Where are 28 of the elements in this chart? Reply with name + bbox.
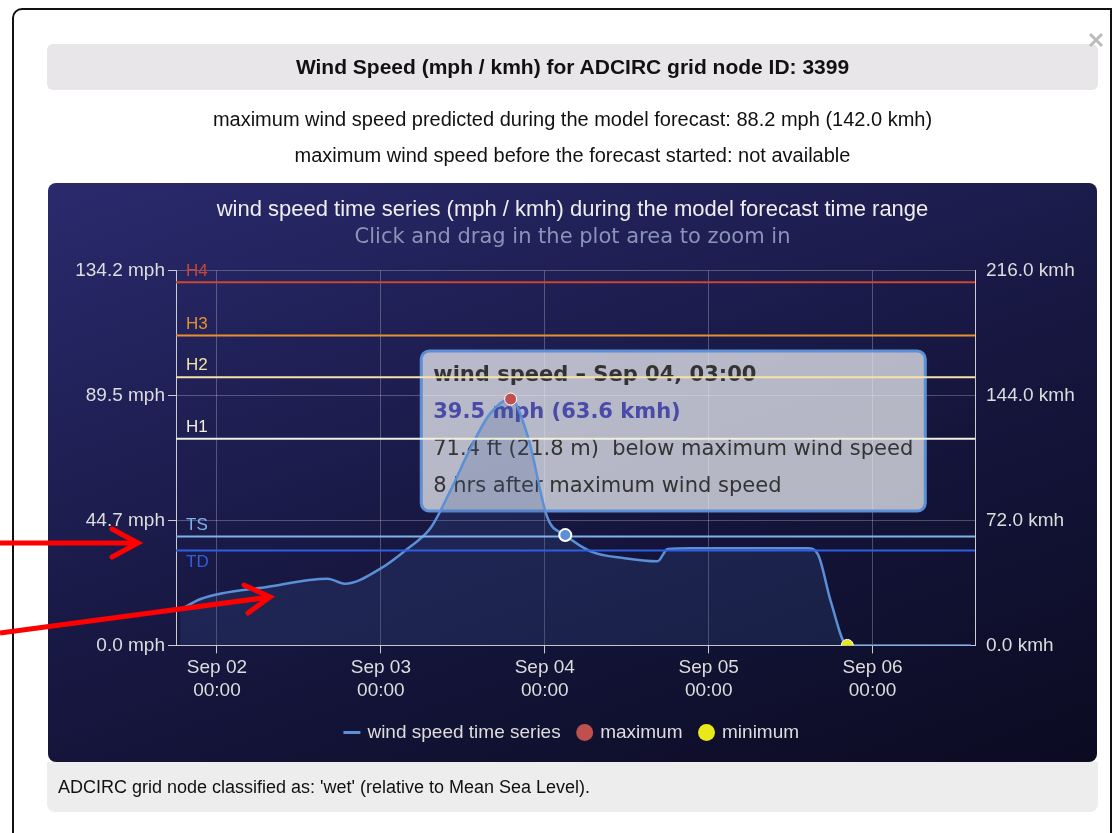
x-tick-label: Sep 04 00:00 (514, 656, 576, 700)
x-tick-label: Sep 03 00:00 (350, 656, 411, 700)
y-tick-label: 89.5 mph (85, 383, 165, 405)
ref-line-label: TS (186, 514, 208, 534)
y2-tick-label: 144.0 kmh (986, 383, 1075, 405)
x-tick-label: Sep 05 00:00 (678, 656, 739, 700)
ref-line-label: H3 (186, 313, 208, 333)
text: maximum wind speed before the forecast started: not available (293, 144, 852, 167)
ref-line-label: H1 (186, 416, 208, 436)
ref-line-label: H2 (186, 355, 208, 375)
y-tick-label: 44.7 mph (85, 508, 165, 530)
chart-title: Wind Speed (mph / kmh) for ADCIRC grid node ID: 3399 (47, 44, 1098, 90)
text: ADCIRC grid node classified as: 'wet' (relative to Mean Sea Level). (47, 762, 1098, 812)
y2-tick-label: 216.0 kmh (986, 258, 1075, 280)
chart-subtitle: wind speed time series (mph / kmh) during the model forecast time range (215, 196, 929, 222)
legend-label: maximum (600, 720, 683, 742)
text: maximum wind speed predicted during the model forecast: 88.2 mph (142.0 kmh) (211, 108, 934, 131)
y2-tick-label: 72.0 kmh (986, 508, 1065, 530)
y-tick-label: 134.2 mph (75, 258, 165, 280)
x-tick-label: Sep 06 00:00 (842, 656, 903, 700)
y-tick-label: 0.0 mph (96, 633, 165, 655)
legend-label: wind speed time series (366, 720, 561, 742)
text: Click and drag in the plot area to zoom in (354, 224, 791, 249)
ref-line-label: TD (186, 551, 209, 571)
legend-label: minimum (722, 720, 800, 742)
y2-tick-label: 0.0 kmh (986, 633, 1054, 655)
x-tick-label: Sep 02 00:00 (186, 656, 248, 700)
ref-line-label: H4 (186, 260, 208, 280)
